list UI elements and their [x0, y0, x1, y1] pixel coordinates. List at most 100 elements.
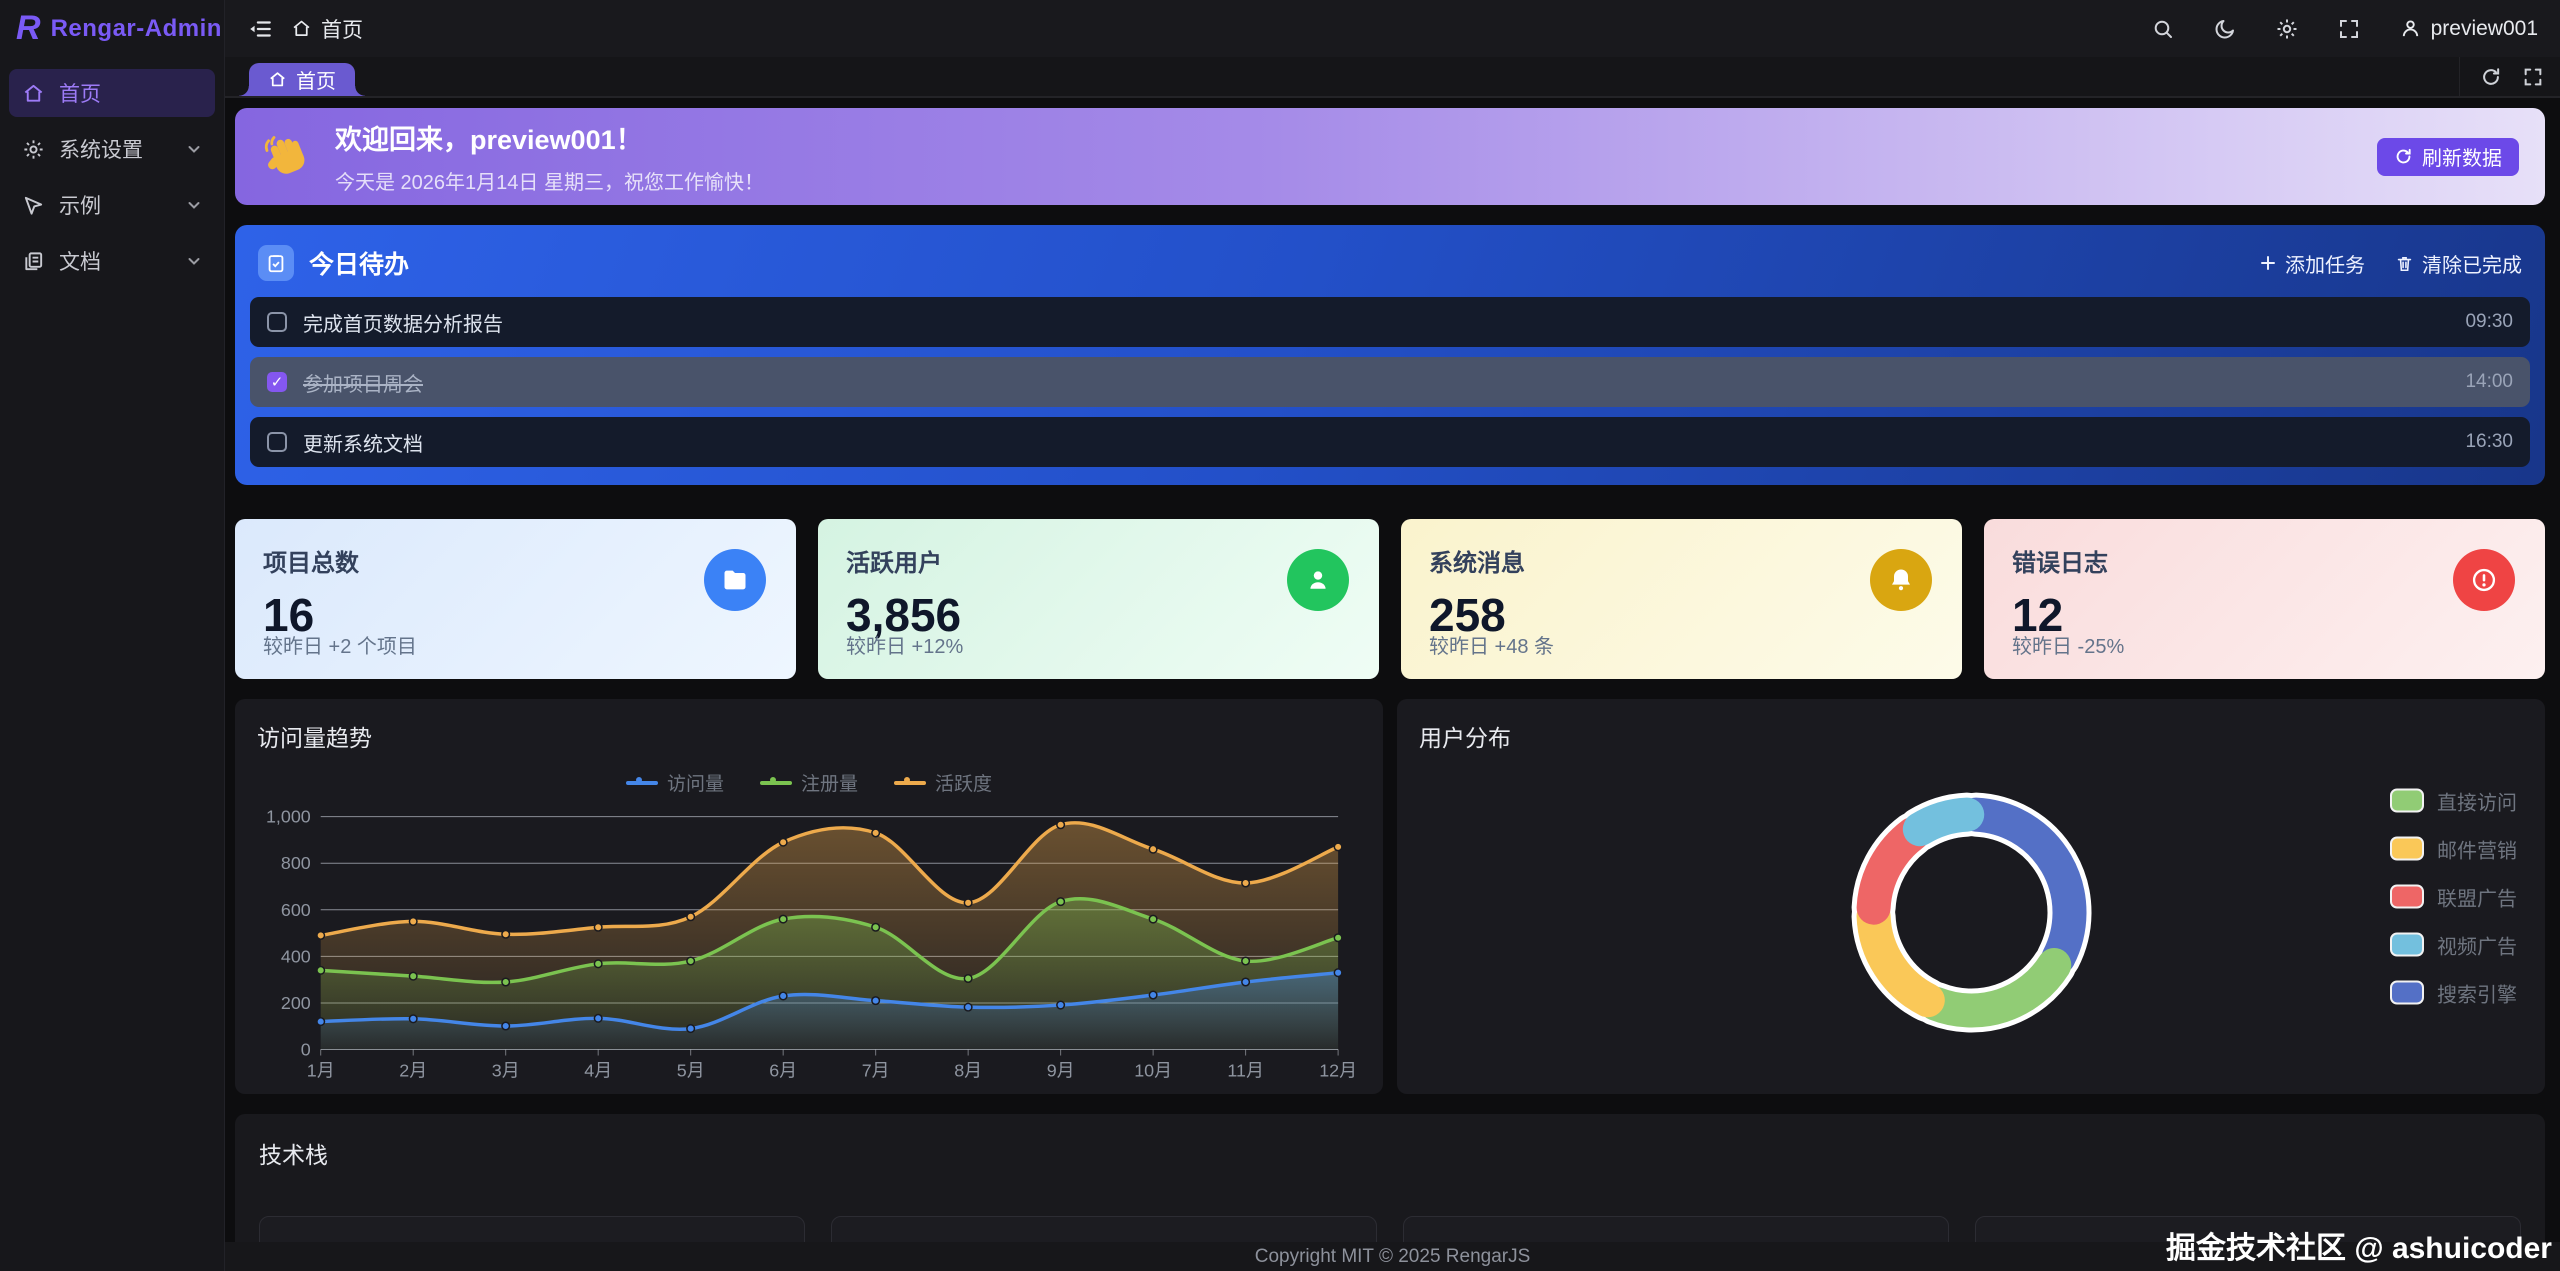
user-menu[interactable]: preview001: [2399, 17, 2538, 41]
stat-value: 16: [263, 589, 315, 641]
todo-item-text: 参加项目周会: [303, 373, 423, 396]
refresh-icon: [2396, 148, 2411, 164]
app-logo[interactable]: R Rengar-Admin: [0, 0, 224, 57]
svg-text:10月: 10月: [1134, 1060, 1172, 1080]
legend-label: 注册量: [800, 774, 858, 795]
user-icon: [2402, 20, 2418, 37]
legend-line-marker: [625, 776, 658, 785]
welcome-banner: 欢迎回来，preview001！ 今天是 2026年1月14日 星期三，祝您工作…: [235, 108, 2545, 205]
logo-title: Rengar-Admin: [50, 14, 222, 42]
stat-delta: 较昨日 +12%: [846, 636, 964, 658]
svg-text:7月: 7月: [862, 1060, 890, 1080]
user-icon: [1287, 549, 1349, 611]
trash-icon: [2397, 256, 2412, 271]
chevron-down-icon: [188, 258, 200, 265]
stat-delta: 较昨日 -25%: [2012, 636, 2125, 658]
pie-chart-legend: 直接访问 邮件营销 联盟广告 视频广告: [2390, 786, 2517, 1007]
legend-label: 访问量: [666, 774, 724, 795]
legend-item[interactable]: 搜索引擎: [2390, 978, 2517, 1007]
page-content: 欢迎回来，preview001！ 今天是 2026年1月14日 星期三，祝您工作…: [225, 98, 2560, 1271]
error-icon: [2453, 549, 2515, 611]
todo-item[interactable]: 参加项目周会 14:00: [250, 357, 2530, 407]
todo-actions: 添加任务 清除已完成: [2259, 249, 2522, 278]
stat-delta: 较昨日 +48 条: [1429, 636, 1555, 658]
todo-item[interactable]: 完成首页数据分析报告 09:30: [250, 297, 2530, 347]
sidebar-item-examples[interactable]: 示例: [9, 181, 215, 229]
main-area: 首页 preview001: [225, 0, 2560, 1271]
svg-text:400: 400: [281, 946, 311, 966]
checkbox[interactable]: [267, 312, 287, 332]
tab-home[interactable]: 首页: [239, 63, 365, 96]
plus-icon: [2261, 256, 2275, 270]
bell-icon: [1870, 549, 1932, 611]
fullscreen-icon[interactable]: [2337, 17, 2361, 41]
footer: Copyright MIT © 2025 RengarJS: [225, 1242, 2560, 1271]
clear-done-label: 清除已完成: [2422, 254, 2522, 277]
stat-delta: 较昨日 +2 个项目: [263, 636, 417, 658]
chevron-down-icon: [188, 146, 200, 153]
sidebar-item-docs[interactable]: 文档: [9, 237, 215, 285]
legend-item[interactable]: 直接访问: [2390, 786, 2517, 815]
home-icon: [24, 84, 43, 102]
watermark: 掘金技术社区 @ ashuicoder: [2166, 1232, 2552, 1265]
visits-trend-card: 访问量趋势 访问量 注册量 活跃度: [235, 699, 1383, 1094]
line-chart-title: 访问量趋势: [257, 725, 372, 751]
svg-text:9月: 9月: [1047, 1060, 1075, 1080]
stat-card-active-users: 活跃用户 3,856 较昨日 +12%: [818, 519, 1379, 679]
clear-done-button[interactable]: 清除已完成: [2395, 249, 2522, 278]
settings-gear-icon[interactable]: [2275, 17, 2299, 41]
tech-stack-title: 技术栈: [259, 1142, 328, 1168]
docs-icon: [25, 251, 43, 270]
sidebar-item-label: 文档: [59, 251, 101, 274]
legend-swatch: [2390, 836, 2424, 861]
search-icon[interactable]: [2151, 17, 2175, 41]
todo-header: 今日待办 添加任务 清除已完成: [250, 241, 2530, 297]
legend-label: 直接访问: [2437, 792, 2517, 814]
refresh-data-button[interactable]: 刷新数据: [2377, 137, 2519, 176]
legend-item[interactable]: 邮件营销: [2390, 834, 2517, 863]
copyright-text: Copyright MIT © 2025 RengarJS: [1254, 1245, 1531, 1267]
sidebar-item-home[interactable]: 首页: [9, 69, 215, 117]
fullscreen-icon[interactable]: [2522, 66, 2544, 88]
legend-item[interactable]: 视频广告: [2390, 930, 2517, 959]
legend-item[interactable]: 注册量: [759, 769, 858, 796]
legend-item[interactable]: 活跃度: [894, 769, 992, 796]
add-task-label: 添加任务: [2285, 254, 2365, 277]
donut-chart: [1851, 792, 2092, 1033]
legend-swatch: [2390, 932, 2424, 957]
tabbar: 首页: [225, 57, 2560, 98]
sidebar-menu: 首页 系统设置 示例 文档: [0, 57, 224, 305]
todo-card: 今日待办 添加任务 清除已完成 完成首页数据分析报告: [235, 225, 2545, 485]
legend-item[interactable]: 联盟广告: [2390, 882, 2517, 911]
checkbox[interactable]: [267, 372, 287, 392]
breadcrumb[interactable]: 首页: [291, 14, 363, 44]
topbar: 首页 preview001: [225, 0, 2560, 57]
refresh-button-label: 刷新数据: [2422, 148, 2502, 170]
stat-card-projects: 项目总数 16 较昨日 +2 个项目: [235, 519, 796, 679]
topbar-actions: preview001: [2151, 17, 2538, 41]
todo-item[interactable]: 更新系统文档 16:30: [250, 417, 2530, 467]
legend-label: 搜索引擎: [2437, 984, 2517, 1006]
sidebar-item-settings[interactable]: 系统设置: [9, 125, 215, 173]
banner-texts: 欢迎回来，preview001！ 今天是 2026年1月14日 星期三，祝您工作…: [335, 118, 764, 195]
gear-icon: [24, 139, 43, 159]
svg-text:4月: 4月: [584, 1060, 612, 1080]
theme-moon-icon[interactable]: [2213, 17, 2237, 41]
username: preview001: [2430, 16, 2538, 40]
svg-text:8月: 8月: [954, 1060, 982, 1080]
line-chart-legend: 访问量 注册量 活跃度: [257, 769, 1361, 796]
checkbox[interactable]: [267, 432, 287, 452]
svg-text:600: 600: [281, 900, 311, 920]
clipboard-check-icon: [258, 245, 294, 281]
refresh-icon[interactable]: [2480, 66, 2502, 88]
legend-item[interactable]: 访问量: [625, 769, 724, 796]
svg-text:200: 200: [281, 993, 311, 1013]
legend-label: 活跃度: [935, 774, 993, 795]
legend-swatch: [2390, 980, 2424, 1005]
svg-text:11月: 11月: [1227, 1060, 1264, 1080]
home-icon: [293, 20, 310, 36]
add-task-button[interactable]: 添加任务: [2259, 249, 2365, 278]
menu-fold-icon[interactable]: [247, 16, 273, 42]
pie-chart-title: 用户分布: [1419, 725, 1511, 751]
